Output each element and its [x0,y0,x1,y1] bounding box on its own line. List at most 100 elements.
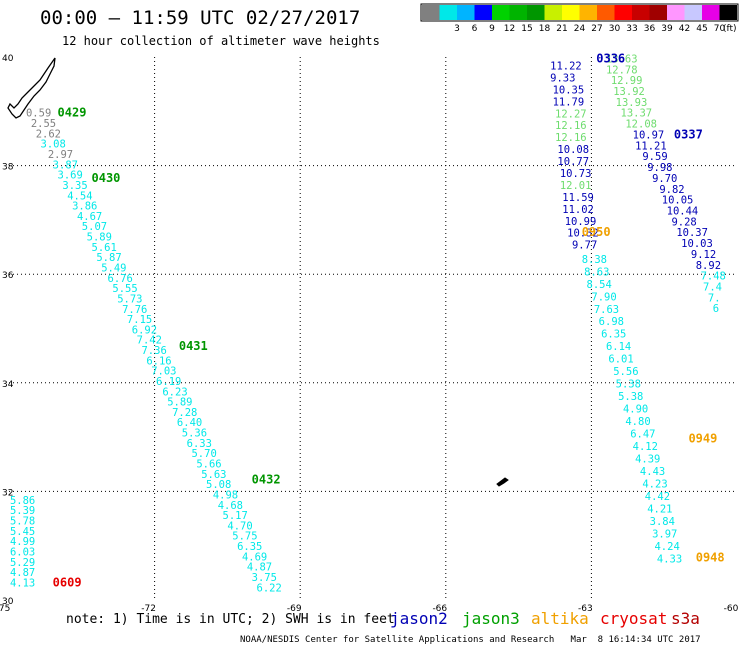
swh-value: 5.49 [101,262,126,274]
swh-value: 4.43 [640,466,665,478]
swh-value: 7.90 [591,291,616,303]
swh-value: 8.38 [582,254,607,266]
swh-value: 12.01 [560,180,592,192]
pass-time-label: 0949 [688,432,717,446]
lon-tick-label: -60 [724,604,739,614]
pass-time-label: 0432 [252,472,281,486]
swh-value: 5.66 [196,459,221,471]
swh-value: 10.44 [667,205,699,217]
swh-value: 12.27 [555,108,587,120]
pass-time-label: 0950 [582,225,611,239]
island-shape [496,477,509,487]
satellite-cryosat: cryosat [600,609,668,628]
pass-time-label: 0429 [58,106,87,120]
swh-value: 4.42 [645,491,670,503]
satellite-altika: altika [531,609,589,628]
swh-value: 4.13 [10,577,35,589]
swh-value: 7. [708,292,721,304]
legend-swatch [527,5,545,20]
pass-time-label: 0431 [179,339,208,353]
swh-value: 5.07 [82,221,107,233]
swh-value: 10.32 [567,228,599,240]
swh-value: 5.38 [618,391,643,403]
swh-value: 5.39 [10,505,35,517]
swh-value: 4.12 [633,441,658,453]
legend-label: 36 [644,24,656,34]
legend-label: 18 [539,24,551,34]
satellite-jason3: jason3 [462,609,520,628]
pass-time-label: 0948 [696,550,725,564]
swh-value: 12.78 [606,64,638,76]
legend-label: 6 [472,24,478,34]
swh-value: 9.59 [642,151,667,163]
swh-value: 10.05 [662,195,694,207]
legend-label: 9 [489,24,495,34]
swh-value: 5.63 [201,469,226,481]
swh-value: 5.36 [182,428,207,440]
color-legend: 3 6 9 12 15 18 21 24 27 30 33 36 39 42 45 70(ft) [420,3,739,34]
swh-value: 2.62 [36,128,61,140]
coastline [7,57,509,487]
lat-tick-label: 34 [2,380,14,390]
legend-swatch [457,5,475,20]
swh-value: 9.28 [671,216,696,228]
swh-value: 6.14 [606,341,631,353]
swh-value: 5.86 [10,495,35,507]
swh-value: 2.97 [48,149,73,161]
swh-value: 7.42 [137,335,162,347]
swh-value: 12.16 [555,132,587,144]
legend-swatch [579,5,597,20]
swh-value: 12.08 [625,119,657,131]
swh-value: 11.02 [562,204,594,216]
legend-label: 3 [454,24,460,34]
swh-value: 12.99 [611,75,643,87]
swh-value: 11.59 [562,192,594,204]
swh-value: 3.75 [252,572,277,584]
lon-tick-label: -63 [578,604,593,614]
legend-label: 24 [574,24,586,34]
swh-value: 5.56 [613,366,638,378]
legend-swatch [474,5,492,20]
swh-value: 4.98 [213,489,238,501]
swh-value: 8.54 [587,279,612,291]
legend-swatch [509,5,527,20]
legend-label: 15 [521,24,532,34]
pass-time-label: 0609 [53,575,82,589]
swh-value: 3.84 [650,516,675,528]
swh-value: 3.87 [53,159,78,171]
swh-value: 4.54 [67,190,92,202]
swh-value: 9.82 [659,184,684,196]
lat-tick-label: 30 [2,597,14,607]
swh-value: 5.89 [167,397,192,409]
lat-tick-label: 38 [2,163,14,173]
legend-swatch [649,5,667,20]
swh-value: 6.01 [608,354,633,366]
pass-times: 0429 0430 0431 0432 0609 0336 0337 0950 0949 0948 [53,51,725,589]
legend-swatch [544,5,562,20]
swh-value: 7.36 [141,345,166,357]
legend-swatch [422,5,440,20]
swh-value: 6.35 [601,329,626,341]
legend-swatch [614,5,632,20]
swh-value: 9.98 [647,162,672,174]
legend-label: 21 [556,24,567,34]
lat-tick-label: 40 [2,54,14,64]
pass-time-label: 0336 [596,51,625,65]
swh-values: 0.592.552.623.082.973.873.693.354.543.86… [10,53,726,594]
lon-tick-label: -75 [0,604,10,614]
legend-swatch [597,5,615,20]
swh-value: 4.33 [657,554,682,566]
swh-value: 4.70 [227,520,252,532]
map-subtitle: 12 hour collection of altimeter wave hei… [62,34,380,48]
swh-value: 4.90 [623,404,648,416]
map-title: 00:00 — 11:59 UTC 02/27/2017 [40,7,361,29]
legend-label: 45 [696,24,707,34]
swh-value: 6.98 [599,316,624,328]
swh-value: 10.97 [633,129,665,141]
lat-tick-label: 36 [2,271,14,281]
swh-value: 5.61 [92,242,117,254]
swh-value: 13.93 [616,97,648,109]
swh-value: 11.21 [635,140,667,152]
swh-value: 2.55 [31,118,56,130]
axis-tick-labels: -75 -72 -69 -66 -63 -60 40 38 36 34 32 30 [0,54,739,614]
